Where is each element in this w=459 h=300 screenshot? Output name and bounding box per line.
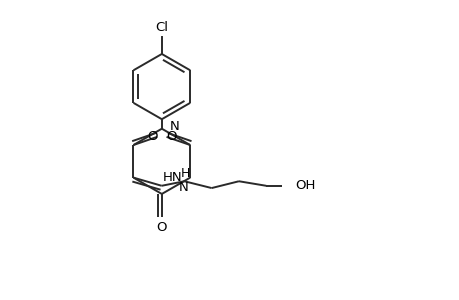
Text: HN: HN: [162, 171, 182, 184]
Text: OH: OH: [295, 179, 315, 192]
Text: H: H: [181, 167, 190, 180]
Text: O: O: [156, 221, 167, 234]
Text: O: O: [166, 130, 176, 143]
Text: N: N: [169, 120, 179, 133]
Text: N: N: [178, 181, 188, 194]
Text: Cl: Cl: [155, 21, 168, 34]
Text: O: O: [146, 130, 157, 143]
